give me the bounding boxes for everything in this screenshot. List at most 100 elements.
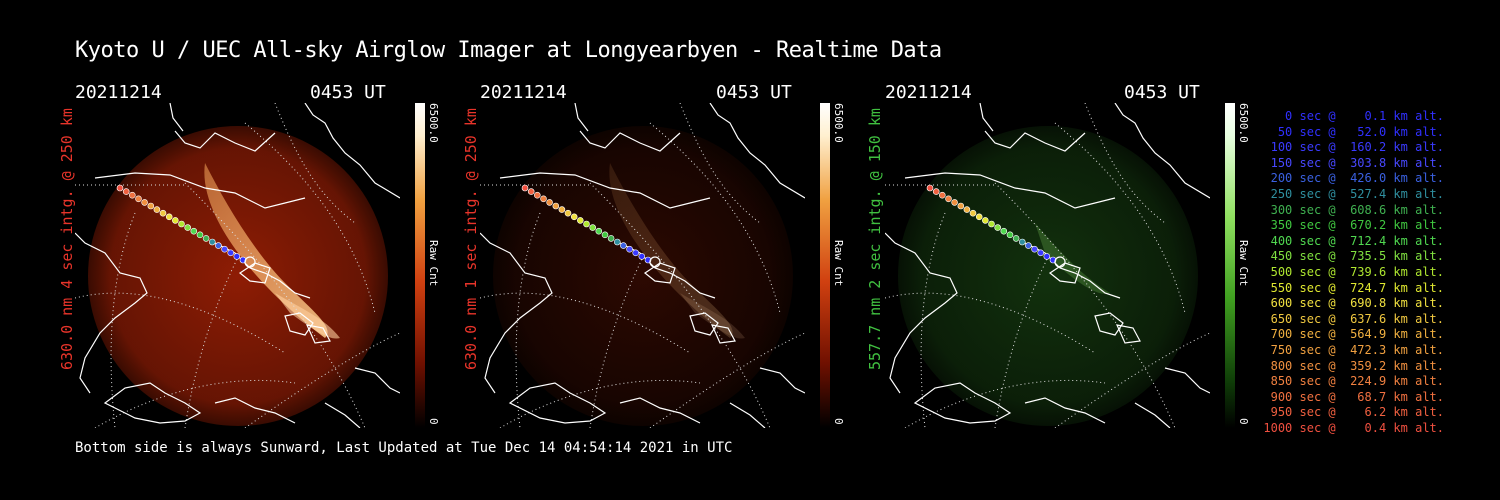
- aurora-arc: [609, 163, 733, 338]
- panel-3-ylabel: 557.7 nm 2 sec intg. @ 150 km: [866, 108, 884, 370]
- aurora-arc: [275, 293, 340, 339]
- trajectory-point: [153, 206, 161, 213]
- legend-row: 450 sec @ 735.5 km alt.: [1270, 249, 1444, 264]
- trajectory-point: [975, 213, 983, 221]
- trajectory-point: [620, 242, 627, 249]
- legend-row: 50 sec @ 52.0 km alt.: [1277, 124, 1444, 139]
- trajectory-point: [178, 220, 185, 228]
- legend-row: 550 sec @ 724.7 km alt.: [1270, 280, 1444, 295]
- grid-line: [1054, 122, 1186, 314]
- trajectory-point: [533, 191, 541, 199]
- station-marker: [1054, 256, 1066, 268]
- coastline: [169, 103, 184, 132]
- grid-line: [885, 292, 1096, 354]
- legend-row: 800 sec @ 359.2 km alt.: [1270, 358, 1444, 373]
- legend-row: 750 sec @ 472.3 km alt.: [1270, 342, 1444, 357]
- aurora-arc: [680, 293, 745, 339]
- trajectory-point: [159, 209, 167, 217]
- legend-row: 900 sec @ 68.7 km alt.: [1270, 389, 1444, 404]
- grid-line: [499, 379, 701, 428]
- grid-line: [110, 212, 136, 428]
- legend-row: 350 sec @ 670.2 km alt.: [1270, 218, 1444, 233]
- coastline: [480, 232, 553, 394]
- trajectory-point: [926, 184, 934, 192]
- trajectory-point: [614, 238, 621, 246]
- trajectory-point: [1000, 227, 1008, 235]
- trajectory-point: [564, 209, 572, 217]
- trajectory-point: [595, 227, 603, 235]
- coastline: [1114, 103, 1210, 199]
- trajectory-point: [988, 220, 995, 228]
- panel-3-cbar-max: 6500.0: [1237, 103, 1250, 143]
- trajectory-point: [632, 249, 639, 257]
- legend-row: 850 sec @ 224.9 km alt.: [1270, 374, 1444, 389]
- panel-3-colorbar: [1225, 103, 1235, 428]
- coastline: [508, 382, 607, 424]
- legend-row: 600 sec @ 690.8 km alt.: [1270, 296, 1444, 311]
- panel-2-map: [480, 103, 805, 428]
- trajectory-point: [184, 224, 191, 231]
- trajectory-point: [607, 235, 615, 242]
- airglow-disc: [493, 126, 793, 426]
- panel-3-map: [885, 103, 1210, 428]
- panel-1-cbar-label: Raw Cnt: [427, 240, 440, 287]
- trajectory-point: [552, 202, 560, 210]
- coastline: [354, 367, 400, 394]
- legend-row: 250 sec @ 527.4 km alt.: [1270, 186, 1444, 201]
- airglow-disc: [898, 126, 1198, 426]
- coastline: [579, 130, 681, 152]
- coastline: [759, 367, 805, 394]
- panel-1-ylabel: 630.0 nm 4 sec intg. @ 250 km: [58, 108, 76, 370]
- airglow-disc: [88, 126, 388, 426]
- grid-line: [920, 212, 946, 428]
- coastline: [305, 324, 331, 344]
- coastline: [710, 324, 736, 344]
- trajectory-point: [638, 253, 646, 260]
- panel-1-map: [75, 103, 400, 428]
- panel-3-cbar-label: Raw Cnt: [1237, 240, 1250, 287]
- trajectory-point: [570, 213, 578, 221]
- coastline: [1024, 397, 1106, 424]
- trajectory-point: [190, 227, 198, 235]
- trajectory-point: [196, 231, 204, 239]
- coastline: [984, 130, 1086, 152]
- trajectory-point: [969, 209, 977, 217]
- coastline: [214, 397, 296, 424]
- grid-line: [94, 379, 296, 428]
- legend-row: 400 sec @ 712.4 km alt.: [1270, 233, 1444, 248]
- trajectory-point: [172, 217, 179, 224]
- panel-3-date: 20211214: [885, 82, 972, 103]
- trajectory-point: [215, 242, 222, 249]
- trajectory-point: [601, 231, 609, 239]
- trajectory-point: [1031, 245, 1038, 253]
- panel-3-cbar-min: 0: [1237, 418, 1250, 425]
- trajectory-point: [540, 195, 547, 203]
- legend-row: 500 sec @ 739.6 km alt.: [1270, 264, 1444, 279]
- grid-line: [649, 122, 781, 314]
- legend-row: 650 sec @ 637.6 km alt.: [1270, 311, 1444, 326]
- trajectory-point: [116, 184, 124, 192]
- coastline: [214, 242, 311, 299]
- trajectory-point: [135, 195, 142, 203]
- trajectory-point: [1025, 242, 1032, 249]
- coastline: [103, 382, 202, 424]
- panel-3-time: 0453 UT: [1124, 82, 1200, 103]
- footer-note: Bottom side is always Sunward, Last Upda…: [75, 440, 733, 456]
- coastline: [643, 262, 676, 284]
- coastline: [1115, 324, 1141, 344]
- trajectory-point: [932, 188, 940, 195]
- coastline: [709, 103, 805, 199]
- panel-2-cbar-label: Raw Cnt: [832, 240, 845, 287]
- trajectory-point: [589, 224, 596, 231]
- trajectory-point: [527, 188, 535, 195]
- trajectory-point: [577, 217, 584, 224]
- legend-row: 300 sec @ 608.6 km alt.: [1270, 202, 1444, 217]
- trajectory-point: [233, 253, 241, 260]
- coastline: [574, 103, 589, 132]
- panel-1-time: 0453 UT: [310, 82, 386, 103]
- station-marker: [244, 256, 256, 268]
- trajectory-point: [994, 224, 1001, 231]
- altitude-legend: 0 sec @ 0.1 km alt. 50 sec @ 52.0 km alt.…: [1262, 109, 1444, 436]
- legend-row: 950 sec @ 6.2 km alt.: [1270, 405, 1444, 420]
- legend-row: 0 sec @ 0.1 km alt.: [1285, 109, 1444, 123]
